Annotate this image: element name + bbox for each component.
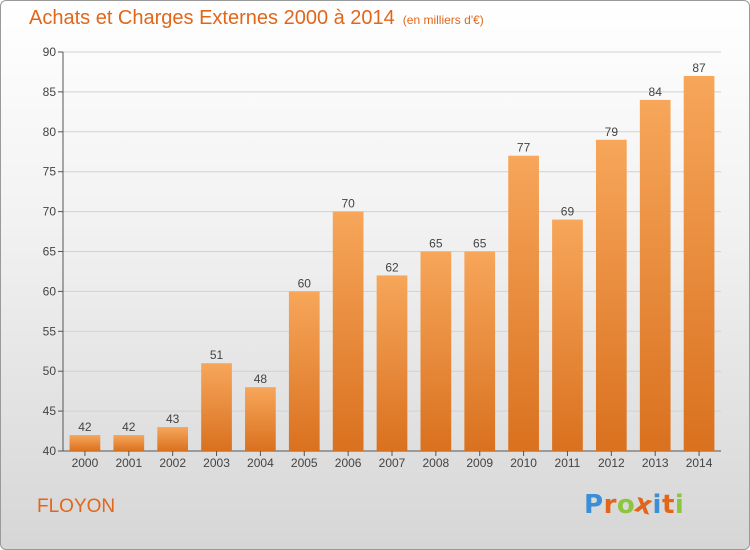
- data-label: 84: [649, 85, 663, 99]
- x-tick-label: 2014: [686, 456, 713, 470]
- x-tick-label: 2001: [115, 456, 142, 470]
- y-tick-label: 55: [43, 324, 57, 338]
- data-label: 70: [341, 197, 355, 211]
- y-tick-label: 85: [43, 85, 57, 99]
- bar: [639, 99, 671, 451]
- bar: [201, 363, 232, 451]
- y-tick-label: 75: [43, 165, 57, 179]
- y-tick-label: 60: [43, 284, 57, 298]
- data-label: 42: [122, 420, 136, 434]
- proxiti-logo: Proxiti: [584, 488, 685, 521]
- data-label: 77: [517, 141, 531, 155]
- bar: [420, 251, 452, 451]
- chart-subtitle: (en milliers d'€): [402, 13, 484, 27]
- y-tick-label: 90: [43, 45, 57, 59]
- bar: [464, 251, 496, 451]
- data-label: 60: [298, 276, 312, 290]
- data-label: 43: [166, 412, 180, 426]
- data-label: 62: [385, 260, 399, 274]
- data-label: 87: [692, 61, 706, 75]
- bar: [508, 155, 539, 452]
- x-tick-label: 2006: [335, 456, 362, 470]
- y-tick-label: 40: [43, 444, 57, 458]
- y-tick-label: 65: [43, 245, 57, 259]
- data-label: 69: [561, 205, 575, 219]
- x-tick-label: 2000: [72, 456, 99, 470]
- bar: [376, 275, 408, 451]
- x-tick-label: 2012: [598, 456, 625, 470]
- x-tick-label: 2002: [159, 456, 186, 470]
- logo-letter: o: [616, 490, 636, 520]
- logo-letter: i: [652, 490, 662, 520]
- x-tick-label: 2005: [291, 456, 318, 470]
- bar: [552, 219, 583, 451]
- bar: [245, 387, 276, 451]
- data-label: 51: [210, 348, 224, 362]
- x-tick-label: 2008: [423, 456, 450, 470]
- bar: [113, 435, 145, 451]
- x-tick-label: 2011: [555, 456, 581, 470]
- data-label: 65: [429, 237, 443, 251]
- commune-name: FLOYON: [37, 496, 116, 517]
- logo-letter: P: [584, 490, 604, 520]
- y-tick-label: 45: [43, 404, 57, 418]
- y-tick-label: 80: [43, 125, 57, 139]
- y-tick-label: 70: [43, 205, 57, 219]
- bar: [683, 75, 715, 451]
- bars: [69, 75, 715, 452]
- data-label: 79: [605, 125, 619, 139]
- bar: [288, 291, 320, 451]
- data-label: 48: [254, 372, 268, 386]
- chart-title: Achats et Charges Externes 2000 à 2014 (e…: [29, 7, 484, 30]
- y-tick-label: 50: [43, 364, 57, 378]
- bar: [69, 435, 101, 451]
- logo-letter: r: [603, 490, 617, 520]
- logo-letter: i: [674, 490, 685, 520]
- bar: [332, 211, 364, 451]
- x-tick-label: 2009: [466, 456, 493, 470]
- data-label: 42: [78, 420, 92, 434]
- chart-title-text: Achats et Charges Externes 2000 à 2014: [29, 7, 395, 29]
- logo-letter: t: [661, 490, 675, 520]
- data-labels: 42 42 43 51 48 60 70 62 65 65 77 69 79 84 87: [78, 61, 706, 434]
- x-tick-label: 2003: [203, 456, 230, 470]
- bar: [157, 427, 189, 451]
- x-tick-label: 2010: [510, 456, 537, 470]
- bar: [595, 139, 627, 451]
- data-label: 65: [473, 237, 487, 251]
- x-tick-label: 2007: [379, 456, 406, 470]
- x-tick-label: 2013: [642, 456, 669, 470]
- x-tick-label: 2004: [247, 456, 274, 470]
- axes: 40 45 50 55 60 65 70 75 80 85 90 2000 2001 2002 2003 20…: [43, 45, 721, 470]
